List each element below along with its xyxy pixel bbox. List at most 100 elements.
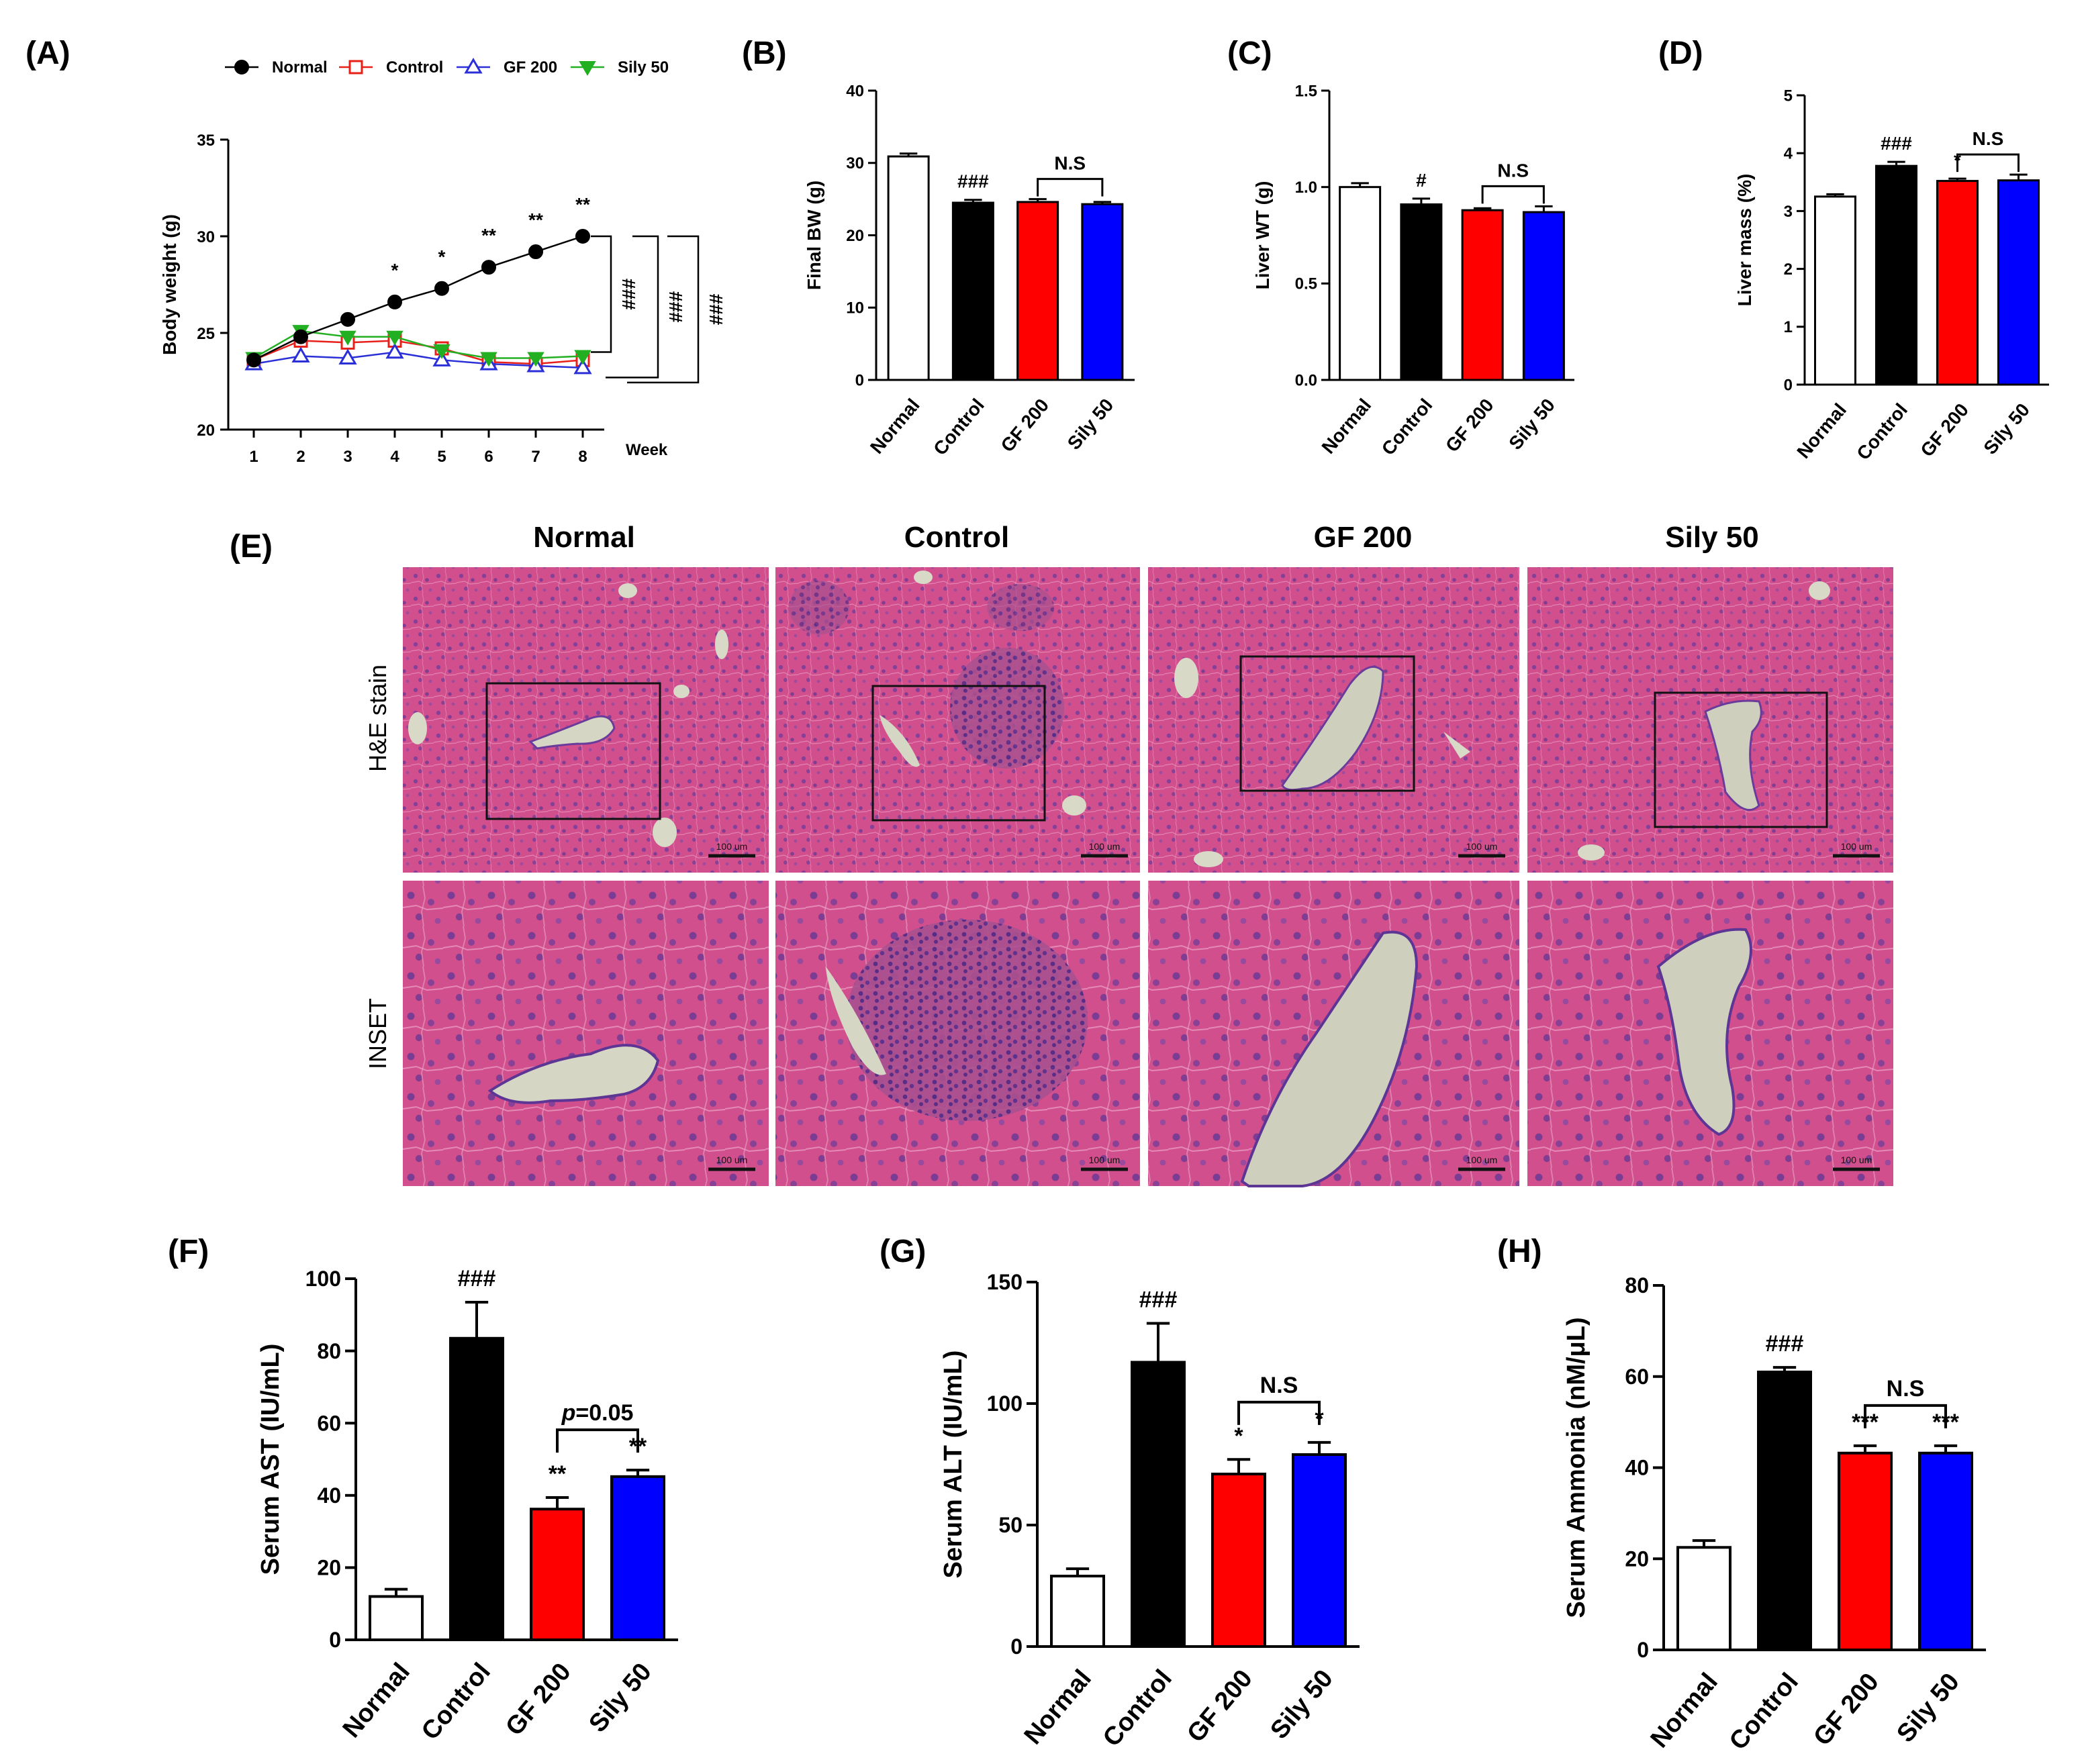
comparison-bracket (1481, 185, 1545, 204)
legend-label: GF 200 (504, 58, 557, 77)
x-tick-label: Normal (1317, 395, 1375, 458)
comparison-bracket (1864, 1404, 1947, 1428)
scale-bar-label: 100 um (1466, 1155, 1498, 1165)
series-line-normal (253, 235, 583, 361)
legend-label: Sily 50 (618, 58, 669, 77)
y-tick-label: 0 (855, 371, 864, 389)
significance-label: ### (1139, 1287, 1178, 1313)
y-tick-label: 20 (197, 422, 215, 440)
comparison-bracket (556, 1428, 639, 1453)
scale-bar-label: 100 um (1089, 1155, 1121, 1165)
series-line-control (253, 340, 583, 365)
data-point-gf-200 (385, 342, 404, 359)
y-tick-label: 0.0 (1295, 371, 1317, 389)
scale-bar-label: 100 um (1841, 1155, 1872, 1165)
panel-label-g: (G) (880, 1234, 926, 1269)
y-tick-label: 1 (1784, 318, 1793, 336)
bar-sily-50 (1918, 1451, 1973, 1652)
data-point-normal (481, 260, 496, 275)
bar-gf-200 (1838, 1451, 1893, 1652)
y-axis-title: Final BW (g) (804, 181, 824, 290)
bar-normal (1339, 186, 1382, 381)
comparison-bracket (591, 235, 612, 353)
y-tick-label: 80 (1625, 1273, 1649, 1297)
y-tick-label: 10 (846, 299, 864, 317)
scale-bar-label: 100 um (1841, 841, 1872, 852)
bar-control (1400, 203, 1443, 381)
y-tick-label: 0 (1010, 1634, 1023, 1659)
x-tick-label: Normal (1646, 1668, 1723, 1753)
x-tick-label: Sily 50 (1979, 399, 2034, 458)
histology-image-sily50-he: 100 um (1527, 567, 1893, 873)
legend: Normal Control GF 200 Sily 50 (225, 58, 669, 77)
y-tick-label: 20 (846, 227, 864, 245)
bar-sily-50 (1081, 203, 1124, 381)
scale-bar-label: 100 um (1466, 841, 1498, 852)
comparison-bracket (1956, 153, 2020, 173)
x-axis-title: Week (626, 441, 668, 459)
y-tick-label: 5 (1784, 87, 1793, 105)
significance-label: ### (1881, 133, 1912, 154)
scale-bar-label: 100 um (716, 1155, 748, 1165)
y-tick-label: 30 (846, 154, 864, 173)
bracket-label: N.S (1497, 160, 1529, 181)
y-axis-title: Liver WT (g) (1252, 181, 1273, 290)
y-tick-label: 30 (197, 228, 215, 246)
legend-marker (234, 60, 249, 75)
bracket-label: ### (618, 278, 639, 309)
chart-liver-mass: 0 1 2 3 4 5 Liver mass (%) Normal Control GF 200 S… (1734, 87, 2049, 464)
x-tick-label: 7 (531, 448, 540, 466)
x-tick-label: Normal (1793, 399, 1850, 462)
histology-title-control: Control (904, 521, 1009, 554)
bar-normal (1814, 195, 1856, 386)
x-tick-label: 3 (343, 448, 352, 466)
significance-label: ** (549, 1461, 567, 1487)
chart-serum-alt: 0 50 100 150 Serum ALT (IU/mL) Normal Control G… (939, 1270, 1360, 1752)
histology-image-gf200-he: 100 um (1148, 567, 1519, 873)
y-tick-label: 40 (317, 1483, 341, 1508)
histology-inset-sily50: 100 um (1527, 881, 1893, 1186)
data-point-sily-50 (433, 344, 450, 359)
panel-label-f: (F) (168, 1234, 209, 1269)
data-point-gf-200 (338, 348, 357, 364)
significance-label: * (1234, 1423, 1243, 1449)
x-tick-label: Normal (1019, 1665, 1097, 1750)
legend-item-normal: Normal (225, 58, 328, 77)
x-tick-label: 1 (249, 448, 258, 466)
data-point-sily-50 (527, 352, 544, 367)
x-tick-label: Control (1852, 399, 1911, 464)
panel-label-d: (D) (1658, 36, 1703, 71)
chart-serum-ast: 0 20 40 60 80 100 Serum AST (IU/mL) Normal Contr… (256, 1266, 678, 1745)
histology-inset-control: 100 um (775, 881, 1140, 1186)
bar-sily-50 (610, 1475, 665, 1641)
histology-title-sily50: Sily 50 (1665, 521, 1758, 554)
x-tick-label: Control (929, 395, 988, 459)
panel-label-b: (B) (742, 36, 787, 71)
y-axis-title: Serum AST (IU/mL) (256, 1344, 285, 1575)
chart-final-bw: 0 10 20 30 40 Final BW (g) Normal Control GF 200… (804, 82, 1135, 459)
x-tick-label: 6 (484, 448, 493, 466)
scale-bar-label: 100 um (716, 841, 748, 852)
bar-control (951, 201, 994, 381)
significance-label: ### (458, 1266, 496, 1291)
scale-bar-label: 100 um (1089, 841, 1121, 852)
significance-label: ** (481, 225, 496, 246)
x-tick-label: Control (1378, 395, 1437, 459)
y-tick-label: 20 (1625, 1547, 1649, 1571)
y-tick-label: 40 (1625, 1456, 1649, 1480)
y-tick-label: 4 (1784, 145, 1793, 163)
bar-normal (1676, 1546, 1731, 1651)
x-tick-label: Normal (338, 1658, 416, 1743)
panel-label-e: (E) (230, 529, 273, 565)
y-tick-label: 40 (846, 82, 864, 100)
significance-label: ** (575, 194, 590, 215)
legend-item-control: Control (339, 58, 443, 77)
significance-label: ** (528, 209, 543, 230)
data-point-sily-50 (339, 330, 357, 346)
bar-sily-50 (1522, 211, 1565, 381)
y-tick-label: 20 (317, 1556, 341, 1580)
x-tick-label: Normal (866, 395, 924, 458)
chart-liver-wt: 0.0 0.5 1.0 1.5 Liver WT (g) Normal Control GF … (1252, 82, 1574, 459)
y-tick-label: 80 (317, 1339, 341, 1363)
histology-inset-gf200: 100 um (1148, 881, 1519, 1187)
